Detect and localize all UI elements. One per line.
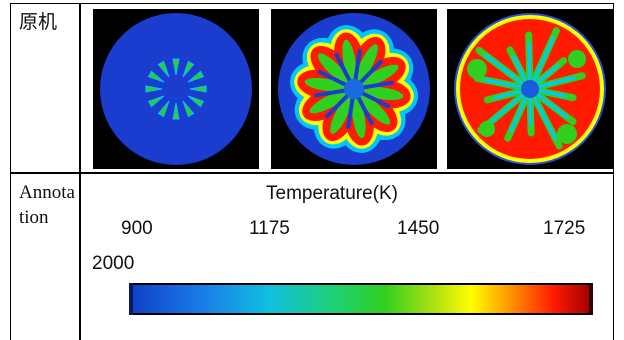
colorbar-left-end	[129, 283, 133, 315]
temperature-map-1	[100, 13, 252, 165]
colorbar-right-end	[589, 283, 593, 315]
spray-tip	[182, 60, 195, 78]
row-label-original-engine: 原机	[11, 4, 79, 172]
spray-tip	[187, 70, 205, 83]
cool-pocket	[557, 124, 577, 144]
spray-tip	[182, 100, 195, 118]
tick-label-900: 900	[121, 218, 153, 239]
temperature-colorbar	[129, 283, 593, 315]
cool-channel	[528, 87, 558, 141]
tick-label-1175: 1175	[249, 218, 290, 239]
flame-lobe	[362, 64, 399, 87]
flame-lobe	[356, 44, 378, 81]
flame-lobe	[360, 95, 391, 125]
cool-pocket	[467, 59, 487, 79]
temperature-map-3	[454, 13, 606, 165]
spray-tip	[189, 85, 207, 93]
spray-tip	[145, 85, 163, 93]
row-label-annotation-text: Annotation	[19, 182, 75, 228]
colorbar-title: Temperature(K)	[266, 183, 398, 204]
temperature-panel-1	[93, 9, 259, 169]
images-cell	[81, 4, 613, 172]
spray-tip	[157, 60, 170, 78]
temperature-panel-2	[271, 9, 437, 169]
cool-pocket	[568, 50, 586, 68]
spray-tip	[147, 95, 165, 108]
spray-tip	[172, 58, 180, 76]
row-label-original-engine-text: 原机	[19, 12, 58, 33]
cool-channel	[483, 53, 532, 91]
cool-channel	[528, 36, 555, 91]
tick-label-2000: 2000	[92, 253, 135, 274]
spray-tip	[172, 102, 180, 120]
flame-lobes-2	[290, 25, 418, 153]
colorbar-cell: Temperature(K) 900 1175 1450 1725 2000	[81, 174, 613, 340]
temperature-panel-3	[447, 9, 613, 169]
flame-lobe	[309, 91, 346, 114]
cool-channel	[485, 87, 532, 127]
tick-label-1725: 1725	[543, 218, 586, 239]
cool-pocket	[479, 121, 495, 137]
flame-lobe	[317, 53, 348, 83]
flame-lobe	[330, 97, 352, 134]
temperature-map-2	[278, 13, 430, 165]
spray-tip	[147, 70, 165, 83]
row-label-annotation: Annotation	[11, 174, 79, 340]
tick-label-1450: 1450	[397, 218, 440, 239]
figure-table: 原机 Annotation Tempera	[10, 3, 614, 340]
spray-tip	[157, 100, 170, 118]
spray-flames-1	[145, 58, 207, 120]
spray-tip	[187, 95, 205, 108]
